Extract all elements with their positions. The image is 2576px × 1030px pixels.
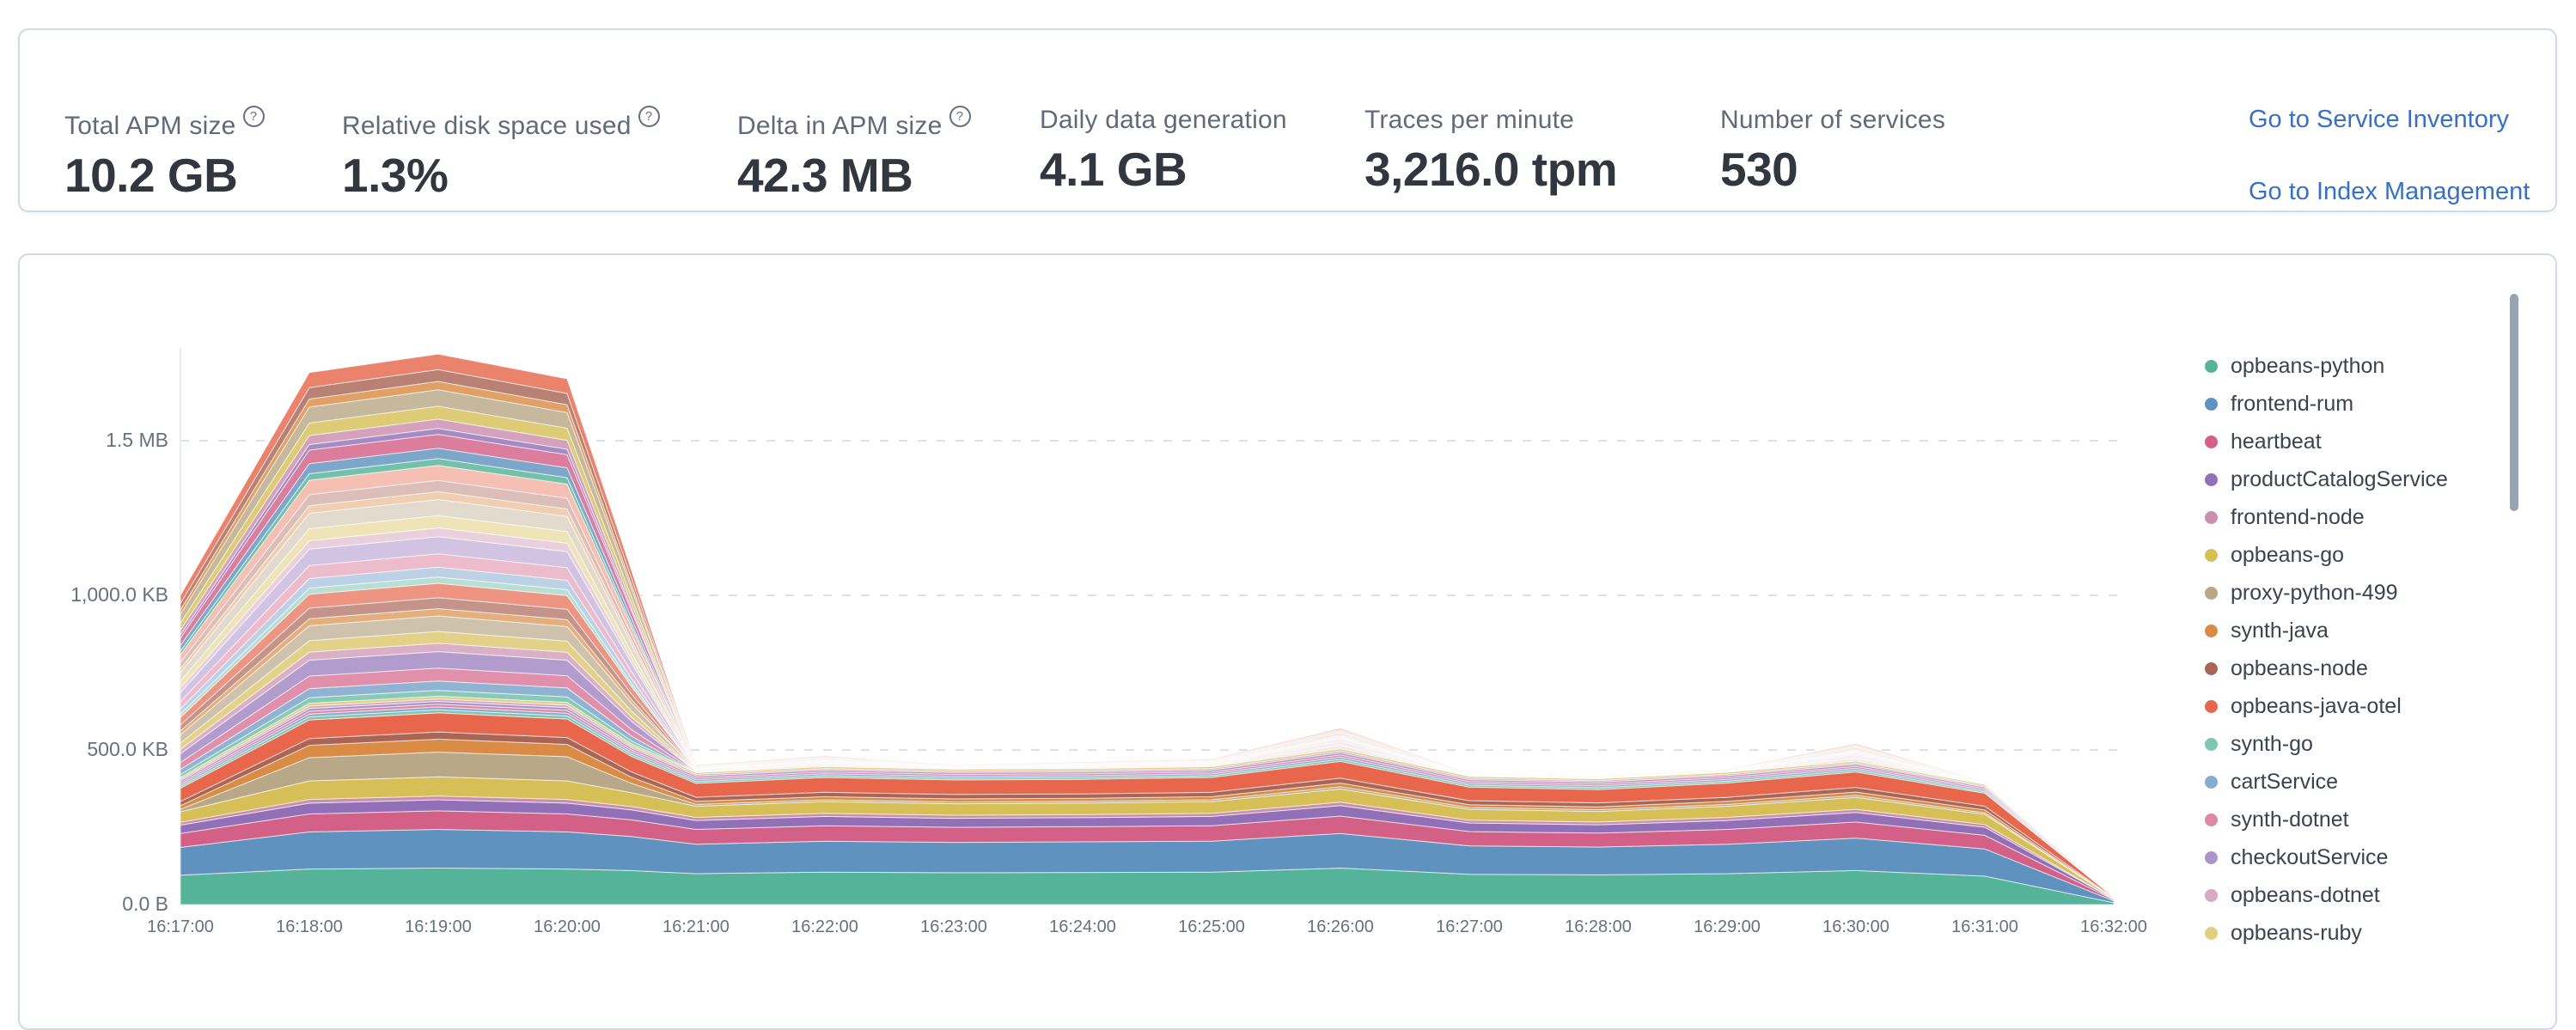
help-tooltip-icon[interactable]: ? [242, 106, 265, 127]
legend-label: cartService [2231, 769, 2339, 794]
x-axis-tick: 16:22:00 [791, 917, 858, 936]
legend-item-heartbeat[interactable]: heartbeat [2205, 426, 2322, 457]
stat-label: Total APM size? [64, 106, 265, 141]
x-axis-tick: 16:27:00 [1436, 917, 1503, 936]
legend-item-opbeans-java-otel[interactable]: opbeans-java-otel [2205, 691, 2402, 722]
x-axis-tick: 16:19:00 [405, 917, 472, 936]
stat-value: 10.2 GB [64, 149, 238, 202]
legend-label: heartbeat [2231, 429, 2322, 454]
legend-label: frontend-node [2231, 504, 2365, 529]
legend-item-checkoutService[interactable]: checkoutService [2205, 842, 2388, 873]
legend-color-dot [2205, 699, 2218, 713]
stat-value: 42.3 MB [737, 149, 913, 202]
legend-scrollbar-thumb[interactable] [2510, 294, 2518, 511]
legend-item-opbeans-ruby[interactable]: opbeans-ruby [2205, 917, 2362, 948]
legend-color-dot [2205, 510, 2218, 524]
help-tooltip-icon[interactable]: ? [949, 106, 971, 127]
x-axis-tick: 16:18:00 [276, 917, 343, 936]
x-axis-tick: 16:24:00 [1049, 917, 1116, 936]
legend-label: opbeans-go [2231, 542, 2345, 567]
legend-item-opbeans-go[interactable]: opbeans-go [2205, 539, 2344, 570]
legend-label: opbeans-node [2231, 655, 2368, 680]
legend-label: opbeans-java-otel [2231, 693, 2402, 718]
legend-color-dot [2205, 548, 2218, 562]
legend-item-opbeans-dotnet[interactable]: opbeans-dotnet [2205, 880, 2380, 911]
x-axis-tick: 16:29:00 [1694, 917, 1761, 936]
stat-traces-per-minute: Traces per minute 3,216.0 tpm [1364, 106, 1618, 197]
legend-item-opbeans-node[interactable]: opbeans-node [2205, 653, 2368, 684]
go-to-index-management-link[interactable]: Go to Index Management [2249, 178, 2530, 205]
storage-timeseries-panel [18, 253, 2557, 1030]
x-axis-tick: 16:30:00 [1822, 917, 1889, 936]
stat-label: Traces per minute [1364, 106, 1575, 134]
legend-item-frontend-node[interactable]: frontend-node [2205, 502, 2365, 533]
x-axis-tick: 16:32:00 [2080, 917, 2147, 936]
legend-color-dot [2205, 586, 2218, 600]
storage-explorer-page: Total APM size? 10.2 GB Relative disk sp… [18, 28, 2557, 1030]
x-axis-tick: 16:23:00 [920, 917, 987, 936]
stat-label: Relative disk space used? [342, 106, 660, 141]
x-axis-tick: 16:17:00 [147, 917, 214, 936]
stat-value: 3,216.0 tpm [1364, 143, 1618, 196]
go-to-service-inventory-link[interactable]: Go to Service Inventory [2249, 106, 2510, 133]
stat-value: 4.1 GB [1040, 143, 1187, 196]
legend-color-dot [2205, 624, 2218, 637]
legend-color-dot [2205, 661, 2218, 675]
stat-relative-disk-space: Relative disk space used? 1.3% [342, 106, 660, 203]
stat-label: Number of services [1720, 106, 1946, 134]
y-axis-tick: 500.0 KB [87, 738, 168, 760]
legend-item-synth-go[interactable]: synth-go [2205, 728, 2313, 759]
stat-daily-data-generation: Daily data generation 4.1 GB [1040, 106, 1287, 197]
x-axis-tick: 16:31:00 [1951, 917, 2018, 936]
legend-color-dot [2205, 397, 2218, 411]
legend-color-dot [2205, 359, 2218, 373]
stat-total-apm-size: Total APM size? 10.2 GB [64, 106, 265, 203]
legend-label: synth-dotnet [2231, 807, 2349, 832]
stat-number-of-services: Number of services 530 [1720, 106, 1945, 197]
legend-item-synth-dotnet[interactable]: synth-dotnet [2205, 804, 2349, 835]
summary-stats-panel: Total APM size? 10.2 GB Relative disk sp… [18, 28, 2557, 212]
legend-item-frontend-rum[interactable]: frontend-rum [2205, 388, 2353, 419]
legend-color-dot [2205, 888, 2218, 902]
stat-value: 530 [1720, 143, 1798, 196]
legend-item-opbeans-python[interactable]: opbeans-python [2205, 350, 2384, 381]
stat-label: Delta in APM size? [737, 106, 971, 141]
legend-item-synth-java[interactable]: synth-java [2205, 615, 2329, 646]
legend-label: synth-go [2231, 731, 2313, 756]
help-tooltip-icon[interactable]: ? [638, 106, 660, 127]
legend-color-dot [2205, 926, 2218, 940]
y-axis-tick: 1,000.0 KB [70, 583, 168, 606]
stat-label: Daily data generation [1040, 106, 1287, 134]
legend-label: checkoutService [2231, 844, 2389, 869]
legend-color-dot [2205, 435, 2218, 448]
legend-label: opbeans-python [2231, 353, 2385, 378]
legend-color-dot [2205, 737, 2218, 751]
x-axis-tick: 16:26:00 [1307, 917, 1374, 936]
x-axis-tick: 16:20:00 [534, 917, 601, 936]
legend-color-dot [2205, 775, 2218, 789]
legend-item-proxy-python-499[interactable]: proxy-python-499 [2205, 577, 2398, 608]
x-axis-tick: 16:25:00 [1178, 917, 1245, 936]
legend-color-dot [2205, 813, 2218, 826]
y-axis-tick: 1.5 MB [106, 429, 168, 451]
x-axis-tick: 16:28:00 [1565, 917, 1632, 936]
legend-label: productCatalogService [2231, 466, 2448, 491]
legend-label: opbeans-ruby [2231, 920, 2362, 945]
stat-delta-apm-size: Delta in APM size? 42.3 MB [737, 106, 971, 203]
legend-color-dot [2205, 850, 2218, 864]
legend-label: synth-java [2231, 618, 2329, 643]
stat-value: 1.3% [342, 149, 449, 202]
legend-label: opbeans-dotnet [2231, 882, 2380, 907]
legend-item-productCatalogService[interactable]: productCatalogService [2205, 464, 2448, 495]
legend-label: frontend-rum [2231, 391, 2354, 416]
legend-item-cartService[interactable]: cartService [2205, 766, 2338, 797]
x-axis-tick: 16:21:00 [662, 917, 729, 936]
y-axis-tick: 0.0 B [122, 893, 168, 915]
legend-color-dot [2205, 472, 2218, 486]
legend-label: proxy-python-499 [2231, 580, 2398, 605]
